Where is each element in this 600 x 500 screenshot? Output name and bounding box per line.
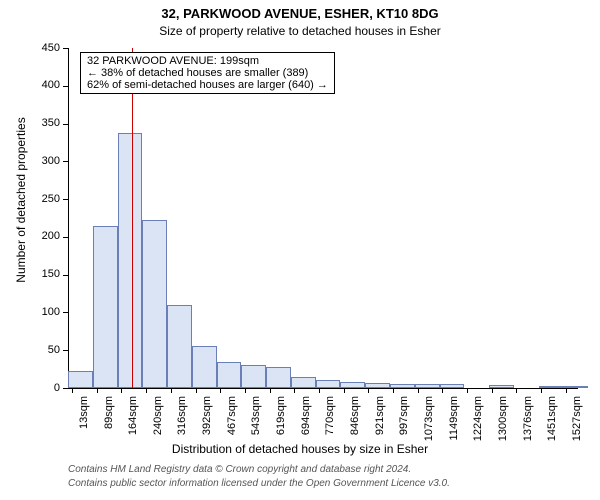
xtick-mark xyxy=(442,388,443,393)
xtick-label: 1376sqm xyxy=(522,396,534,446)
xtick-mark xyxy=(516,388,517,393)
chart-subtitle: Size of property relative to detached ho… xyxy=(0,24,600,38)
xtick-mark xyxy=(566,388,567,393)
ytick-label: 0 xyxy=(28,382,60,394)
ytick-label: 150 xyxy=(28,268,60,280)
ytick-mark xyxy=(63,48,68,49)
footnote-line-1: Contains HM Land Registry data © Crown c… xyxy=(68,464,411,475)
xtick-label: 1073sqm xyxy=(423,396,435,446)
histogram-bar xyxy=(539,386,564,388)
xtick-mark xyxy=(467,388,468,393)
xtick-label: 316sqm xyxy=(176,396,188,446)
ytick-mark xyxy=(63,237,68,238)
xtick-mark xyxy=(220,388,221,393)
ytick-mark xyxy=(63,199,68,200)
histogram-bar xyxy=(316,380,341,388)
histogram-bar xyxy=(68,371,93,388)
ytick-label: 200 xyxy=(28,230,60,242)
histogram-bar xyxy=(142,220,167,388)
ytick-label: 100 xyxy=(28,306,60,318)
histogram-bar xyxy=(217,362,242,388)
ytick-mark xyxy=(63,124,68,125)
xtick-label: 1300sqm xyxy=(497,396,509,446)
xtick-label: 543sqm xyxy=(250,396,262,446)
ytick-label: 350 xyxy=(28,117,60,129)
histogram-bar xyxy=(167,305,192,388)
xtick-label: 997sqm xyxy=(398,396,410,446)
histogram-bar xyxy=(118,133,143,388)
x-axis-line xyxy=(68,388,578,389)
xtick-label: 619sqm xyxy=(275,396,287,446)
annotation-line: ← 38% of detached houses are smaller (38… xyxy=(87,67,328,79)
ytick-label: 450 xyxy=(28,42,60,54)
xtick-label: 13sqm xyxy=(78,396,90,446)
histogram-bar xyxy=(192,346,217,388)
xtick-label: 240sqm xyxy=(152,396,164,446)
annotation-box: 32 PARKWOOD AVENUE: 199sqm← 38% of detac… xyxy=(80,52,335,94)
xtick-mark xyxy=(418,388,419,393)
xtick-label: 164sqm xyxy=(127,396,139,446)
xtick-label: 89sqm xyxy=(103,396,115,446)
xtick-mark xyxy=(146,388,147,393)
xtick-label: 1224sqm xyxy=(472,396,484,446)
ytick-mark xyxy=(63,161,68,162)
xtick-mark xyxy=(72,388,73,393)
y-axis-label: Number of detached properties xyxy=(14,40,28,360)
x-axis-label: Distribution of detached houses by size … xyxy=(0,442,600,456)
xtick-mark xyxy=(270,388,271,393)
chart-title: 32, PARKWOOD AVENUE, ESHER, KT10 8DG xyxy=(0,6,600,21)
xtick-mark xyxy=(121,388,122,393)
ytick-mark xyxy=(63,350,68,351)
ytick-mark xyxy=(63,312,68,313)
xtick-mark xyxy=(344,388,345,393)
ytick-mark xyxy=(63,388,68,389)
histogram-bar xyxy=(291,377,316,388)
xtick-label: 694sqm xyxy=(300,396,312,446)
ytick-label: 250 xyxy=(28,193,60,205)
xtick-mark xyxy=(97,388,98,393)
annotation-line: 32 PARKWOOD AVENUE: 199sqm xyxy=(87,55,328,67)
xtick-mark xyxy=(294,388,295,393)
xtick-label: 1527sqm xyxy=(571,396,583,446)
ytick-label: 400 xyxy=(28,79,60,91)
annotation-line: 62% of semi-detached houses are larger (… xyxy=(87,79,328,91)
xtick-label: 921sqm xyxy=(374,396,386,446)
property-marker-line xyxy=(132,48,133,388)
xtick-mark xyxy=(171,388,172,393)
xtick-mark xyxy=(368,388,369,393)
xtick-label: 392sqm xyxy=(201,396,213,446)
xtick-label: 770sqm xyxy=(324,396,336,446)
ytick-label: 50 xyxy=(28,344,60,356)
plot-area: 05010015020025030035040045013sqm89sqm164… xyxy=(68,48,578,388)
xtick-mark xyxy=(196,388,197,393)
histogram-bar xyxy=(266,367,291,388)
histogram-bar xyxy=(241,365,266,388)
xtick-mark xyxy=(541,388,542,393)
xtick-mark xyxy=(492,388,493,393)
xtick-mark xyxy=(245,388,246,393)
histogram-bar xyxy=(93,226,118,388)
ytick-mark xyxy=(63,275,68,276)
xtick-label: 846sqm xyxy=(349,396,361,446)
histogram-bar xyxy=(489,385,514,388)
xtick-label: 467sqm xyxy=(226,396,238,446)
chart-container: 32, PARKWOOD AVENUE, ESHER, KT10 8DG Siz… xyxy=(0,0,600,500)
xtick-mark xyxy=(393,388,394,393)
y-axis-line xyxy=(68,48,69,388)
footnote-line-2: Contains public sector information licen… xyxy=(68,478,450,489)
ytick-mark xyxy=(63,86,68,87)
xtick-label: 1149sqm xyxy=(448,396,460,446)
histogram-bar xyxy=(563,386,588,388)
xtick-label: 1451sqm xyxy=(546,396,558,446)
xtick-mark xyxy=(319,388,320,393)
ytick-label: 300 xyxy=(28,155,60,167)
